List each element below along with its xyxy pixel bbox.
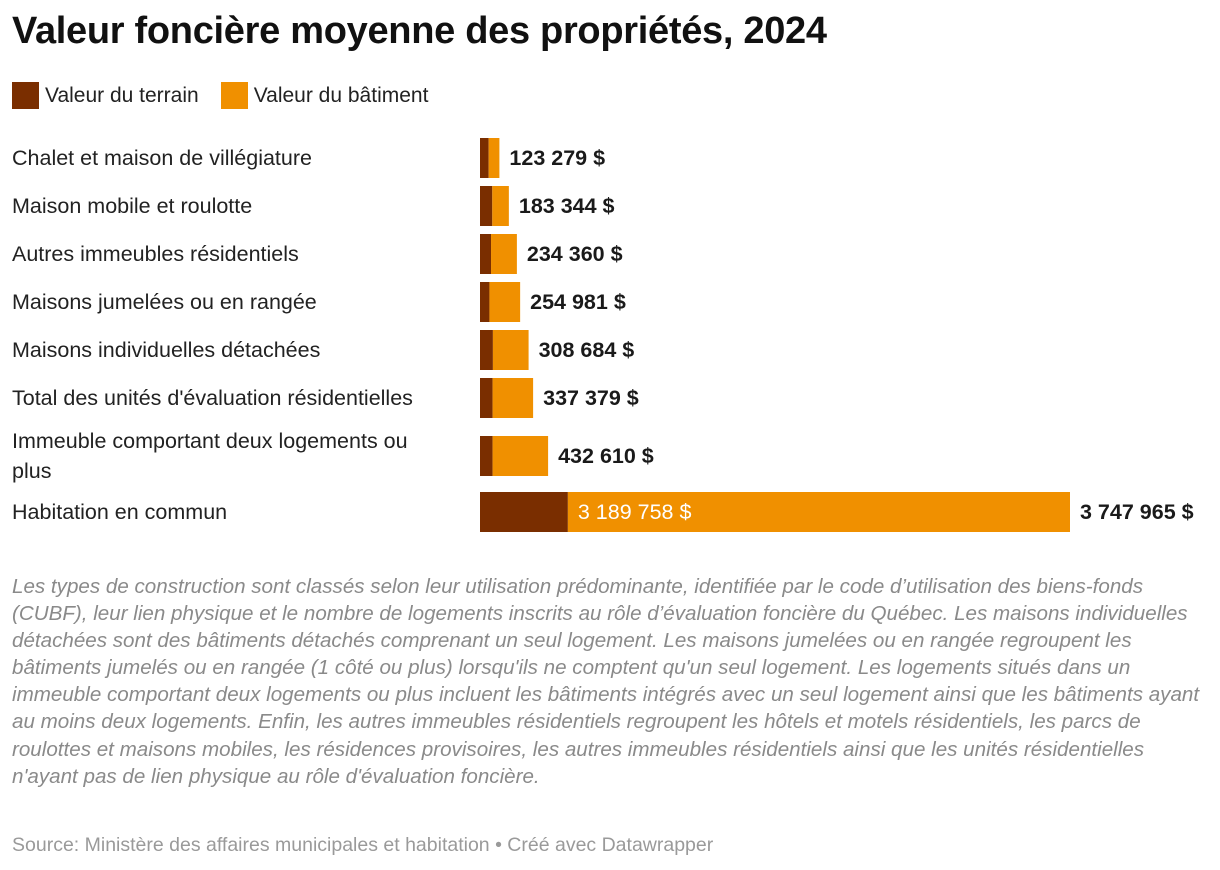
bar-segment-batiment [492, 378, 534, 418]
category-label: Maisons individuelles détachées [12, 338, 320, 362]
bar-segment-batiment [489, 282, 521, 322]
bar-chart: Chalet et maison de villégiature 123 279 … [12, 138, 1194, 532]
legend-swatch-batiment [220, 82, 248, 109]
legend-item-terrain: Valeur du terrain [12, 82, 199, 109]
source-credit: Source: Ministère des affaires municipal… [12, 834, 714, 856]
category-label: Maison mobile et roulotte [12, 194, 252, 218]
legend: Valeur du terrain Valeur du bâtiment [12, 82, 450, 109]
bar-segment-batiment [492, 436, 549, 476]
bar-segment-terrain [480, 138, 489, 178]
bar-segment-batiment [567, 492, 1070, 532]
category-label: Maisons jumelées ou en rangée [12, 290, 317, 314]
bar-segment-terrain [480, 186, 493, 226]
bar-segment-batiment [492, 330, 529, 370]
chart-notes: Les types de construction sont classés s… [12, 575, 1200, 788]
category-label: Total des unités d'évaluation résidentie… [12, 386, 413, 410]
bar-inner-label: 3 189 758 $ [578, 500, 692, 524]
bar-total-label: 123 279 $ [509, 146, 605, 170]
legend-swatch-terrain [12, 82, 39, 109]
category-label: Habitation en commun [12, 500, 227, 524]
bar-total-label: 3 747 965 $ [1080, 500, 1194, 524]
legend-item-batiment: Valeur du bâtiment [220, 82, 429, 109]
bar-total-label: 308 684 $ [539, 338, 635, 362]
bar-segment-terrain [480, 282, 490, 322]
category-label: Autres immeubles résidentiels [12, 242, 299, 266]
bar-segment-terrain [480, 378, 493, 418]
bar-total-label: 183 344 $ [519, 194, 615, 218]
bar-segment-terrain [480, 234, 492, 274]
bar-segment-batiment [491, 234, 517, 274]
bar-segment-terrain [480, 436, 493, 476]
bar-total-label: 234 360 $ [527, 242, 623, 266]
bar-segment-batiment [488, 138, 500, 178]
bar-total-label: 337 379 $ [543, 386, 639, 410]
bar-segment-terrain [480, 492, 568, 532]
bar-segment-terrain [480, 330, 493, 370]
legend-label-batiment: Valeur du bâtiment [253, 83, 429, 107]
bar-total-label: 254 981 $ [530, 290, 626, 314]
category-label: Chalet et maison de villégiature [12, 146, 312, 170]
bar-segment-batiment [492, 186, 509, 226]
chart-title: Valeur foncière moyenne des propriétés, … [12, 10, 827, 52]
bar-total-label: 432 610 $ [558, 444, 654, 468]
legend-label-terrain: Valeur du terrain [45, 83, 199, 107]
category-label: Immeuble comportant deux logements ou plu… [12, 429, 408, 483]
